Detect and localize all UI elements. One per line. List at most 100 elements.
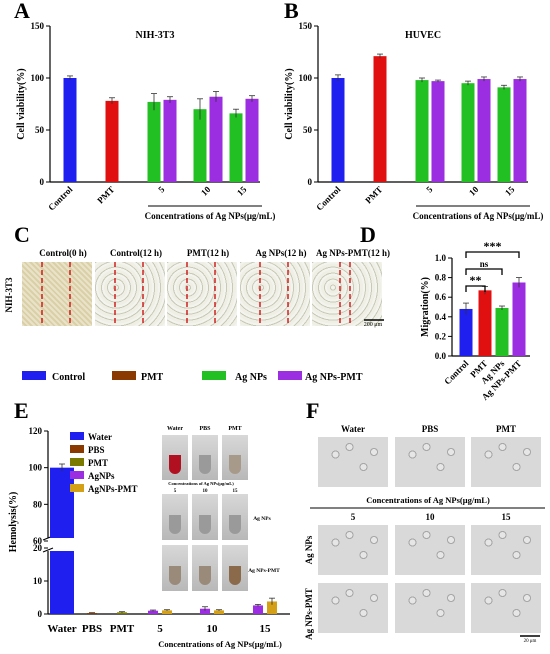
y-tick-label: 0.2 — [435, 331, 447, 341]
bar-Water-upper — [50, 467, 74, 538]
bar-5-AgNPs — [148, 610, 158, 614]
concentration-value: 15 — [502, 512, 512, 522]
row-label-nih3t3: NIH-3T3 — [4, 277, 14, 313]
category-label: 5 — [424, 184, 435, 195]
tube-label: PMT — [228, 426, 241, 432]
legend-label: Ag NPs — [235, 372, 267, 383]
y-tick-label: 50 — [303, 125, 313, 135]
category-label: 10 — [199, 184, 213, 198]
tube-row-label: Ag NPs-PMT — [248, 568, 280, 574]
image-title: Control(0 h) — [39, 248, 87, 258]
significance-bracket: *** — [465, 239, 520, 258]
tube-liquid — [169, 565, 181, 585]
y-tick-label: 100 — [31, 73, 45, 83]
bar-PBS-PBS — [87, 613, 97, 614]
tube-label: PBS — [199, 426, 211, 432]
bracket — [465, 285, 486, 292]
rbc-microscopy-image — [471, 525, 541, 575]
y-tick-label: 100 — [29, 463, 43, 473]
y-tick-label: 10 — [33, 576, 43, 586]
rbc-microscopy-image — [318, 583, 388, 633]
significance-bracket: ns — [465, 259, 503, 275]
x-axis-label: Concentrations of Ag NPs(μg/mL) — [158, 639, 282, 649]
scale-bar-label: 20 μm — [524, 639, 537, 644]
legend-swatch-Ag-NPs-PMT — [278, 371, 302, 380]
bar-PMT — [478, 290, 492, 356]
chart-title: NIH-3T3 — [136, 30, 175, 41]
tube-concentration-value: 10 — [203, 489, 209, 494]
bar-PMT-PMT — [373, 56, 387, 182]
legend-swatch-PMT — [112, 371, 136, 380]
row-label: Ag NPs-PMT — [304, 588, 314, 640]
scratch-lines — [186, 262, 216, 326]
category-label: PBS — [82, 623, 102, 635]
panel-letter-F: F — [306, 398, 319, 423]
row-label: Ag NPs — [304, 535, 314, 564]
column-label: PBS — [422, 424, 439, 434]
concentration-caption: Concentrations of Ag NPs(μg/mL) — [366, 495, 490, 505]
scratch-lines — [259, 262, 289, 326]
bar-10-Ag-NPs-PMT — [209, 96, 223, 182]
legend-label: AgNPs — [88, 471, 115, 481]
significance-label: *** — [484, 239, 502, 253]
category-label: Water — [47, 623, 76, 635]
bar-5-Ag-NPs-PMT — [431, 81, 445, 182]
tube-liquid — [229, 565, 241, 585]
rbc-microscopy-image — [395, 437, 465, 487]
concentration-value: 5 — [351, 512, 356, 522]
scratch-lines — [339, 262, 351, 326]
tube-row-label: Ag NPs — [253, 516, 271, 522]
bar-15-AgNPs-PMT — [267, 601, 277, 614]
y-tick-label: 0.6 — [435, 292, 447, 302]
scratch-lines — [41, 262, 71, 326]
y-tick-label: 0 — [308, 177, 313, 187]
bar-PMT-PMT — [105, 100, 119, 182]
y-tick-label: 60 — [33, 536, 43, 546]
tube-concentration-value: 5 — [174, 489, 177, 494]
chart-title: HUVEC — [405, 30, 441, 41]
rbc-microscopy-image — [471, 437, 541, 487]
category-label: Control — [442, 358, 471, 387]
significance-bracket: ** — [465, 273, 486, 292]
bar-Ag-NPs-PMT — [512, 282, 526, 356]
y-tick-label: 120 — [29, 426, 43, 436]
category-label: 15 — [503, 184, 517, 198]
significance-label: ** — [470, 273, 482, 287]
category-label: 10 — [207, 623, 219, 635]
panel-letter-E: E — [14, 398, 29, 423]
concentration-value: 10 — [426, 512, 436, 522]
panel-letter-D: D — [360, 222, 376, 247]
legend-label: Ag NPs-PMT — [305, 372, 363, 383]
y-tick-label: 0 — [38, 609, 43, 619]
bar-10-Ag-NPs — [193, 109, 207, 182]
bar-15-Ag-NPs — [229, 113, 243, 182]
rbc-microscopy-image — [318, 525, 388, 575]
tube-liquid — [199, 514, 211, 534]
panel-letter-A: A — [14, 0, 30, 23]
legend-swatch-AgNPs — [70, 471, 84, 479]
rbc-microscopy-image — [395, 525, 465, 575]
scale-bar-label: 200 μm — [364, 322, 383, 328]
legend-label: PMT — [141, 372, 164, 383]
column-label: PMT — [496, 424, 516, 434]
y-tick-label: 50 — [35, 125, 45, 135]
microscopy-image-scratch — [22, 262, 92, 326]
image-title: Control(12 h) — [110, 248, 162, 258]
axis-break-mark — [42, 547, 54, 553]
y-tick-label: 0 — [40, 177, 45, 187]
category-label: Control — [46, 184, 75, 213]
y-tick-label: 1.0 — [435, 253, 447, 263]
bar-Control-Control — [331, 78, 345, 182]
bar-15-Ag-NPs-PMT — [245, 98, 259, 182]
legend-swatch-PBS — [70, 445, 84, 453]
bar-5-AgNPs-PMT — [162, 610, 172, 614]
microscopy-image-scratch — [240, 262, 310, 326]
legend-label: AgNPs-PMT — [88, 484, 138, 494]
bar-10-Ag-NPs — [461, 83, 475, 182]
image-title: PMT(12 h) — [187, 248, 229, 258]
category-label: 15 — [235, 184, 249, 198]
image-title: Ag NPs(12 h) — [256, 248, 307, 258]
rbc-microscopy-image — [395, 583, 465, 633]
y-tick-label: 0.8 — [435, 273, 447, 283]
